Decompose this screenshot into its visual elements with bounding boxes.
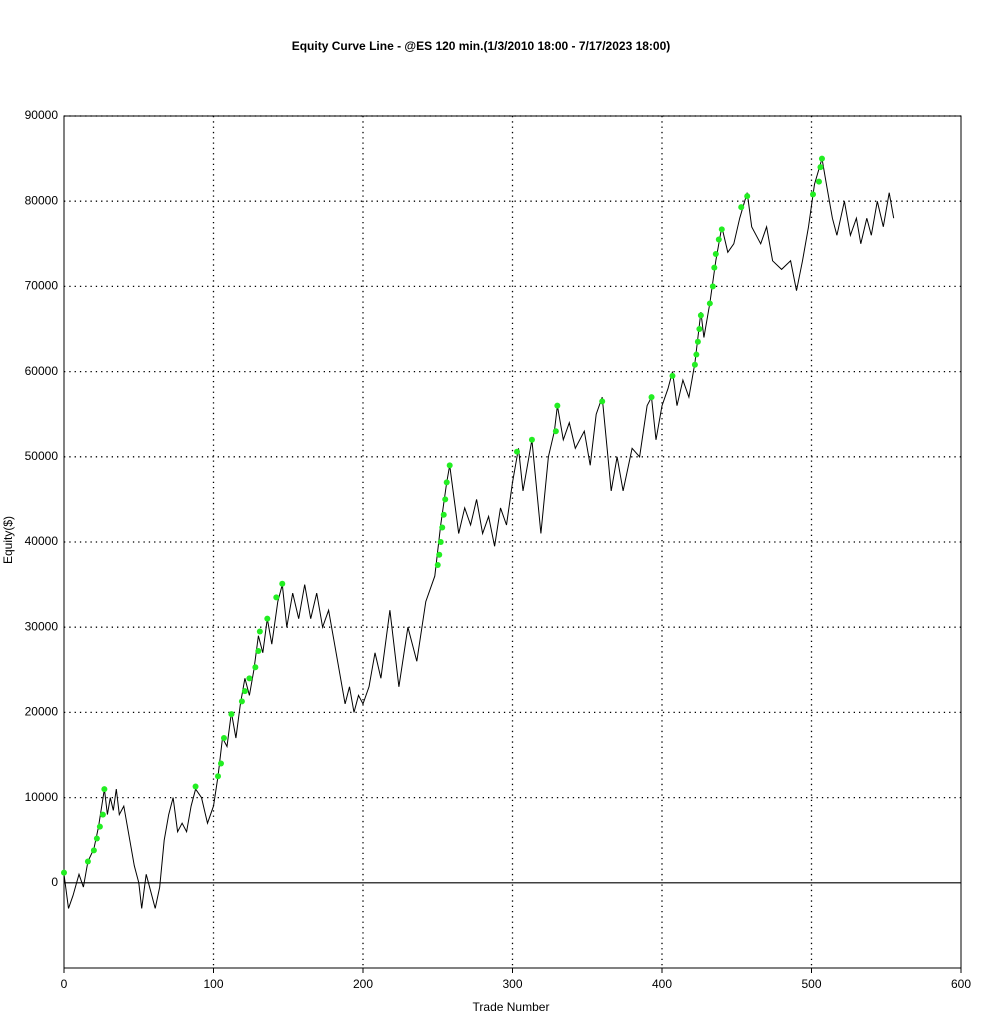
new-high-marker	[264, 615, 271, 622]
new-high-marker	[694, 338, 701, 345]
x-axis-label: Trade Number	[473, 1000, 550, 1014]
new-high-marker	[738, 204, 745, 211]
new-high-marker	[439, 524, 446, 531]
new-high-marker	[513, 448, 520, 455]
new-high-marker	[256, 628, 263, 635]
new-high-marker	[809, 191, 816, 198]
new-high-marker	[279, 580, 286, 587]
new-high-marker	[697, 312, 704, 319]
new-high-marker	[436, 551, 443, 558]
new-high-marker	[718, 226, 725, 233]
x-tick-label: 200	[353, 977, 373, 991]
new-high-marker	[712, 251, 719, 258]
new-high-marker	[528, 436, 535, 443]
new-high-marker	[554, 402, 561, 409]
y-tick-label: 90000	[25, 108, 59, 122]
equity-line	[63, 158, 895, 909]
new-high-marker	[443, 479, 450, 486]
new-high-marker	[101, 786, 108, 793]
x-tick-label: 300	[502, 977, 522, 991]
new-high-marker	[90, 847, 97, 854]
new-high-marker	[61, 869, 67, 876]
new-high-marker	[818, 155, 825, 162]
new-high-marker	[246, 675, 253, 682]
new-high-marker	[446, 462, 453, 469]
new-high-marker	[715, 236, 722, 243]
new-high-marker	[552, 428, 559, 435]
new-high-marker	[241, 688, 248, 695]
new-high-marker	[220, 734, 227, 741]
new-high-marker	[434, 562, 441, 569]
chart-title: Equity Curve Line - @ES 120 min.(1/3/201…	[292, 39, 671, 53]
y-tick-label: 60000	[25, 364, 59, 378]
y-tick-label: 10000	[25, 790, 59, 804]
x-tick-label: 0	[61, 977, 68, 991]
new-high-marker	[817, 164, 824, 171]
new-high-marker	[252, 664, 259, 671]
new-high-marker	[709, 283, 716, 290]
new-high-marker	[96, 823, 103, 830]
new-high-marker	[442, 496, 449, 503]
x-tick-label: 100	[203, 977, 223, 991]
new-high-marker	[696, 326, 703, 332]
new-high-marker	[273, 594, 280, 601]
y-tick-label: 40000	[25, 534, 59, 548]
y-tick-label: 20000	[25, 705, 59, 719]
y-tick-label: 50000	[25, 449, 59, 463]
new-high-marker	[99, 811, 106, 818]
new-high-marker	[706, 300, 713, 307]
new-high-marker	[255, 648, 262, 655]
new-high-marker	[669, 372, 676, 379]
new-high-marker	[84, 858, 91, 865]
new-high-marker	[437, 539, 444, 545]
x-tick-label: 600	[951, 977, 971, 991]
y-tick-label: 80000	[25, 193, 59, 207]
y-tick-label: 0	[51, 875, 58, 889]
new-high-marker	[648, 394, 655, 401]
new-high-marker	[711, 264, 718, 271]
new-high-marker	[93, 835, 100, 842]
new-high-marker	[228, 711, 235, 718]
y-tick-label: 30000	[25, 619, 59, 633]
new-high-marker	[744, 193, 751, 200]
new-high-marker	[238, 698, 245, 705]
x-tick-label: 500	[801, 977, 821, 991]
new-high-marker	[217, 760, 224, 767]
new-high-marker	[815, 178, 822, 185]
new-high-marker	[214, 773, 221, 780]
new-high-marker	[693, 351, 700, 358]
y-tick-label: 70000	[25, 279, 59, 293]
y-axis-label: Equity($)	[1, 516, 15, 564]
new-high-marker	[440, 511, 447, 518]
new-high-marker	[192, 783, 199, 790]
new-high-marker	[599, 398, 606, 405]
new-high-marker	[691, 361, 698, 368]
x-tick-label: 400	[652, 977, 672, 991]
